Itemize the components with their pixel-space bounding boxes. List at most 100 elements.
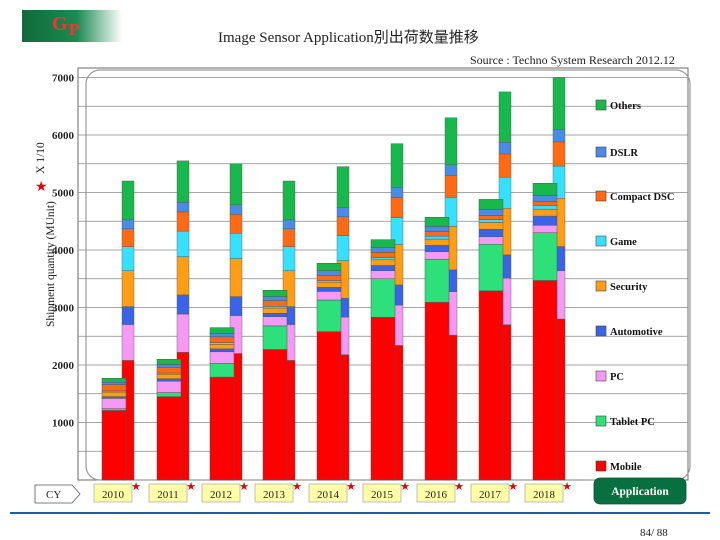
bar-segment [478,215,504,220]
bar-segment [101,377,127,383]
background-bar-segment [176,294,190,315]
bar-segment [316,262,342,271]
bar-segment [478,290,504,481]
star-icon: ★ [186,481,196,493]
bar-segment [316,281,342,288]
background-bar-segment [229,163,243,206]
legend-title: Application [611,486,669,498]
legend-swatch [595,280,607,292]
bar-segment [316,291,342,301]
star-icon: ★ [131,481,141,493]
bar-segment [156,378,182,382]
bar-segment [370,252,396,258]
bar-segment [316,275,342,281]
bar-segment [478,244,504,292]
legend-label: Tablet PC [610,417,655,428]
legend-label: Mobile [610,462,642,473]
bar-segment [101,408,127,411]
bar-segment [262,325,288,350]
legend-label: DSLR [610,148,638,159]
bar-segment [262,306,288,309]
bar-segment [209,327,235,334]
bar-segment [424,216,450,227]
bar-segment [532,205,558,210]
bar-segment [262,290,288,297]
background-bar-segment [444,175,458,198]
x-tick-label: 2010 [102,489,125,501]
star-icon: ★ [508,481,518,493]
year-box [470,483,510,503]
background-bar-segment [498,142,512,155]
x-tick-label: 2016 [425,489,448,501]
background-bar-segment [498,91,512,143]
bar-segment [370,278,396,318]
background-bar-segment [229,258,243,297]
x-tick-label: 2017 [479,489,502,501]
background-bar-segment [336,235,350,261]
logo-letter-p: P [69,20,80,39]
background-bar-segment [390,197,404,218]
year-box [93,483,133,503]
bar-segment [316,299,342,332]
cy-label: CY [46,489,61,501]
background-bar-segment [121,270,135,307]
company-logo: G P [22,10,122,42]
bar-segment [316,287,342,292]
bar-segment [262,300,288,307]
background-bar-segment [336,216,350,236]
y-tick-label: 6000 [52,130,75,142]
bar-segment [478,222,504,230]
x-tick-label: 2011 [157,489,179,501]
y-tick-label: 2000 [52,360,75,372]
bar-segment [209,342,235,345]
bar-segment [209,363,235,378]
bar-segment [262,316,288,327]
bar-segment [262,349,288,481]
bar-segment [370,247,396,253]
legend-swatch [595,99,607,111]
bar-segment [532,232,558,281]
background-bar-segment [390,143,404,188]
bar-segment [532,225,558,233]
star-icon: ★ [562,481,572,493]
page-number: 84/ 88 [640,527,668,539]
bar-segment [370,317,396,481]
bar-segment [370,239,396,248]
page-title: Image Sensor Application別出荷数量推移 [218,30,479,46]
bar-segment [209,348,235,353]
bar-segment [101,391,127,397]
legend-swatch [595,325,607,337]
legend-label: PC [610,372,624,383]
bar-segment [209,336,235,343]
legend-title-box [593,477,687,505]
star-icon: ★ [346,481,356,493]
legend-swatch [595,415,607,427]
x-tick-label: 2018 [533,489,556,501]
bar-segment [316,270,342,276]
footer-divider [10,512,710,514]
background-bar-segment [229,204,243,215]
background-bar-segment [229,233,243,259]
bar-segment [478,209,504,216]
bar-segment [209,344,235,350]
source-note: Source : Techno System Research 2012.12 [470,53,675,67]
bar-segment [156,392,182,397]
background-bar-segment [444,117,458,166]
year-box [148,483,188,503]
legend-swatch [595,235,607,247]
bar-segment [370,270,396,280]
logo-letter-g: G [52,13,68,35]
bar-segment [370,257,396,261]
bar-segment [478,236,504,245]
year-box [524,483,564,503]
background-bar-segment [444,164,458,176]
background-bar-segment [176,230,190,257]
bar-segment [209,376,235,481]
star-icon: ★ [454,481,464,493]
year-box [308,483,348,503]
y-tick-label: 7000 [52,73,75,85]
star-icon: ★ [400,481,410,493]
legend-swatch [595,460,607,472]
bar-segment [532,195,558,202]
legend-label: Automotive [610,327,663,338]
